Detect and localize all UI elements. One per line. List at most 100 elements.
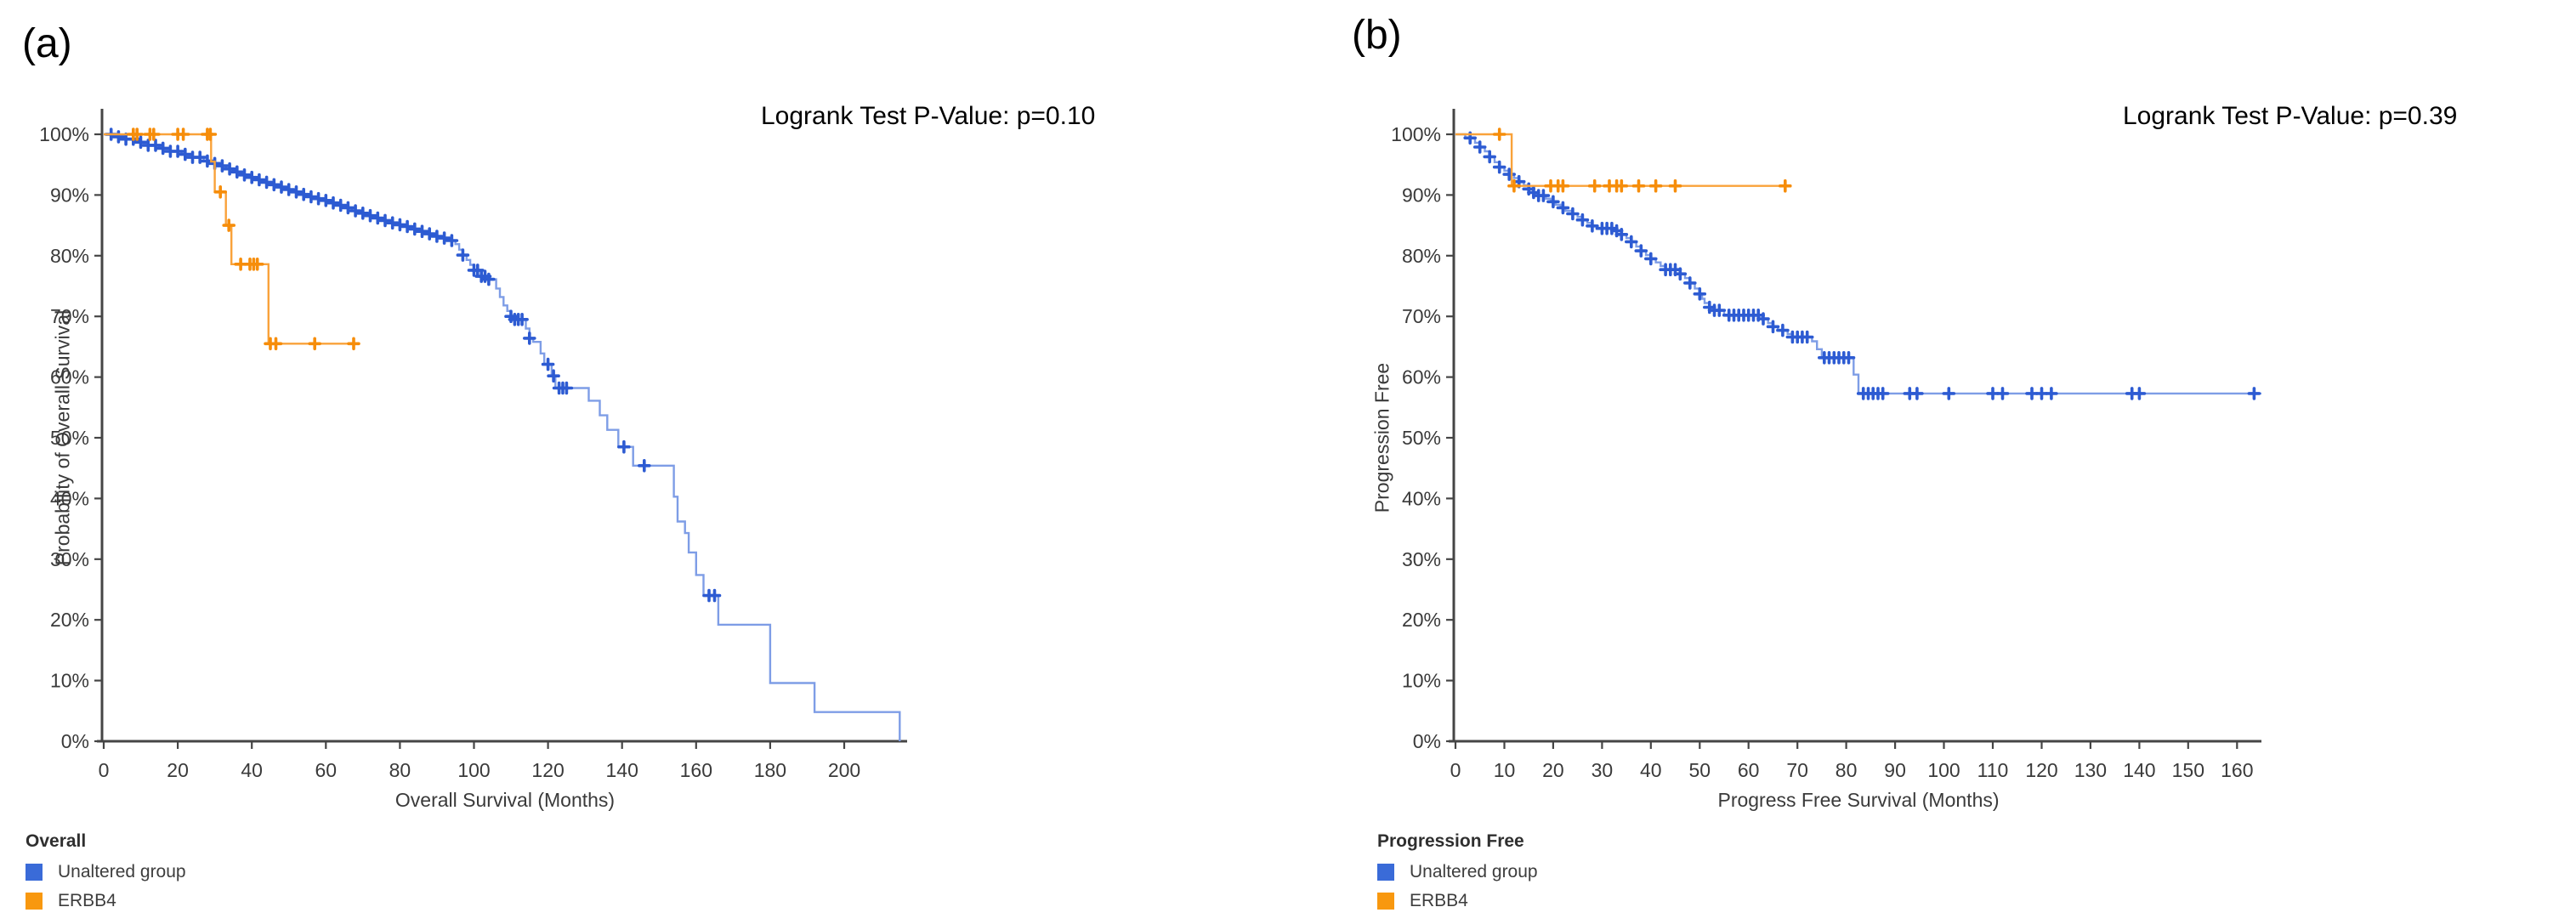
censor-tick xyxy=(1507,179,1521,193)
censor-tick xyxy=(1614,179,1629,193)
censor-tick xyxy=(1766,320,1780,334)
km-curve-erbb4 xyxy=(1455,128,1792,193)
axis-tick-label: 100 xyxy=(457,759,490,781)
erbb4-swatch xyxy=(1377,893,1394,910)
axis-tick-label: 80% xyxy=(1402,245,1441,267)
censor-tick xyxy=(341,201,355,215)
legend-item-label: Unaltered group xyxy=(1410,862,1538,881)
axis-tick-label: 20% xyxy=(50,609,89,631)
legend-item-label: Unaltered group xyxy=(58,862,186,881)
legend-item-erbb4: ERBB4 xyxy=(26,891,186,911)
legend-item-label: ERBB4 xyxy=(1410,891,1468,910)
censor-tick xyxy=(1910,387,1924,400)
survival-step-line xyxy=(1455,133,2261,395)
censor-tick xyxy=(304,190,318,204)
axis-tick-label: 40% xyxy=(50,487,89,509)
censor-tick xyxy=(281,183,296,196)
censor-tick xyxy=(363,208,377,223)
censor-tick xyxy=(222,218,235,232)
censor-tick xyxy=(171,145,184,158)
censor-tick xyxy=(1942,387,1956,400)
censor-tick xyxy=(1841,351,1856,365)
axis-tick-label: 200 xyxy=(828,759,860,781)
legend-item-unaltered: Unaltered group xyxy=(26,862,186,882)
axis-tick-label: 20 xyxy=(167,759,189,781)
censor-tick xyxy=(193,150,207,164)
censor-tick xyxy=(223,162,236,176)
censor-tick xyxy=(423,227,436,241)
unaltered-group-swatch xyxy=(1377,864,1394,881)
censor-tick xyxy=(1614,228,1629,241)
censor-tick xyxy=(347,337,360,351)
censor-tick xyxy=(245,170,258,184)
axis-tick-label: 90% xyxy=(1402,184,1441,206)
censor-tick xyxy=(1712,303,1727,317)
axis-tick-label: 40% xyxy=(1402,487,1441,509)
censor-tick xyxy=(289,185,304,199)
axis-tick-label: 20 xyxy=(1542,759,1564,781)
censor-tick xyxy=(445,234,459,247)
censor-tick xyxy=(213,185,227,199)
panel-a-x-axis-title: Overall Survival (Months) xyxy=(394,789,616,811)
censor-tick xyxy=(1631,179,1646,193)
axis-tick-label: 140 xyxy=(2123,759,2155,781)
censor-tick xyxy=(1673,267,1688,281)
panel-a-plot: 100% 90% 80% 70% 60% 50% 40% 30% 20% 10% 0% 0 20 40 60… xyxy=(39,109,907,781)
axis-tick-label: 60% xyxy=(50,366,89,388)
censor-tick xyxy=(385,216,400,230)
survival-step-line xyxy=(104,133,356,345)
censor-tick xyxy=(1800,330,1814,344)
legend-item-erbb4: ERBB4 xyxy=(1377,891,1538,911)
axis-tick-label: 100 xyxy=(1927,759,1960,781)
axis-tick-label: 80 xyxy=(1836,759,1858,781)
censor-tick xyxy=(319,194,333,207)
censor-tick xyxy=(1586,219,1599,233)
legend-item-unaltered: Unaltered group xyxy=(1377,862,1538,882)
legend-header: Overall xyxy=(26,831,87,851)
censor-tick xyxy=(250,258,264,271)
axis-tick-label: 120 xyxy=(2025,759,2057,781)
censor-tick xyxy=(1995,387,2010,400)
panel-a-label: (a) xyxy=(22,21,72,66)
axis-tick-label: 60 xyxy=(315,759,338,781)
km-curve-unaltered-group xyxy=(1455,131,2261,400)
censor-tick xyxy=(1575,213,1590,227)
censor-tick xyxy=(430,230,444,243)
censor-tick xyxy=(267,178,281,192)
axis-tick-label: 60% xyxy=(1402,366,1441,388)
axis-tick-label: 160 xyxy=(2221,759,2253,781)
censor-tick xyxy=(179,147,192,162)
censor-tick xyxy=(378,213,392,228)
panel-a-y-axis-title: Probability of Overall Survival xyxy=(51,309,74,566)
axis-tick-label: 90% xyxy=(50,184,89,206)
censor-tick xyxy=(1483,150,1496,164)
censor-tick xyxy=(333,198,348,213)
censor-tick xyxy=(1566,207,1580,221)
censor-tick xyxy=(203,128,218,141)
censor-tick xyxy=(1875,387,1890,400)
censor-tick xyxy=(1634,244,1648,258)
panel-b-logrank-pvalue: Logrank Test P-Value: p=0.39 xyxy=(2123,102,2458,130)
censor-tick xyxy=(1668,179,1682,193)
axis-tick-label: 30% xyxy=(50,548,89,570)
censor-tick xyxy=(156,141,170,156)
censor-tick xyxy=(393,218,407,232)
censor-tick xyxy=(1648,179,1663,193)
censor-tick xyxy=(1625,235,1638,249)
axis-tick-label: 150 xyxy=(2172,759,2204,781)
censor-tick xyxy=(1587,179,1602,193)
axis-tick-label: 40 xyxy=(241,759,263,781)
axis-tick-label: 130 xyxy=(2074,759,2107,781)
axis-tick-label: 80 xyxy=(389,759,411,781)
axis-tick-label: 50% xyxy=(1402,427,1441,449)
panel-b-label: (b) xyxy=(1352,13,1402,58)
censor-tick xyxy=(2045,387,2058,400)
axis-tick-label: 110 xyxy=(1977,759,2009,781)
panel-b-x-axis-title: Progress Free Survival (Months) xyxy=(1717,789,2000,811)
censor-tick xyxy=(176,128,190,141)
axis-tick-label: 10% xyxy=(1402,670,1441,692)
censor-tick xyxy=(415,224,429,238)
axis-tick-label: 30 xyxy=(1592,759,1614,781)
axis-tick-label: 70% xyxy=(1402,305,1441,327)
